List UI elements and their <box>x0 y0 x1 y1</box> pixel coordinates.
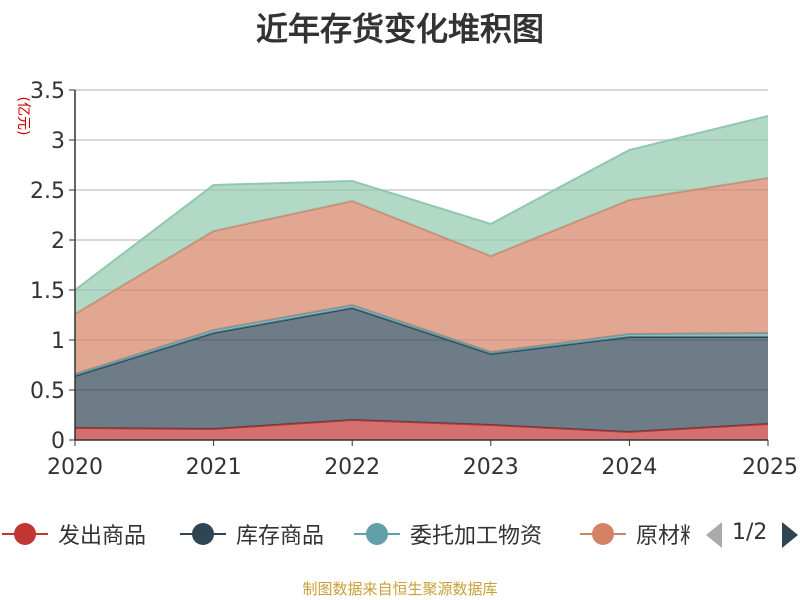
legend: 发出商品 库存商品 委托加工物资 原材料 <box>0 514 690 554</box>
legend-item[interactable]: 委托加工物资 <box>352 514 542 554</box>
chart-title: 近年存货变化堆积图 <box>255 10 544 48</box>
y-tick-label: 0.5 <box>30 379 65 404</box>
legend-label: 委托加工物资 <box>410 524 543 549</box>
pager-next-icon[interactable] <box>782 522 798 548</box>
x-tick-label: 2022 <box>324 455 380 480</box>
source-note: 制图数据来自恒生聚源数据库 <box>302 580 498 598</box>
pager-label: 1/2 <box>732 520 768 545</box>
y-tick-label: 3 <box>51 129 65 154</box>
x-tick-label: 2023 <box>463 455 519 480</box>
area-series-4 <box>75 116 768 314</box>
y-tick-label: 2 <box>51 229 65 254</box>
legend-marker-icon <box>580 523 626 545</box>
series-line-4 <box>74 115 769 291</box>
legend-label: 原材料 <box>636 524 690 549</box>
y-tick-label: 1.5 <box>30 279 65 304</box>
y-tick-label: 0 <box>51 429 65 454</box>
legend-label: 库存商品 <box>236 524 325 549</box>
area-series <box>74 115 769 440</box>
axes: 0 0.5 1 1.5 2 2.5 3 3.5 2020 2021 2022 2023 2024 2025 <box>30 79 798 480</box>
legend-item[interactable]: 库存商品 <box>178 514 324 554</box>
x-tick-label: 2020 <box>47 455 103 480</box>
legend-label: 发出商品 <box>58 524 147 549</box>
legend-pager: 1/2 <box>700 514 800 554</box>
x-tick-label: 2021 <box>186 455 242 480</box>
x-tick-label: 2024 <box>601 455 657 480</box>
legend-marker-icon <box>354 523 400 545</box>
y-axis-unit-label: (亿元) <box>15 97 31 136</box>
y-tick-label: 2.5 <box>30 179 65 204</box>
x-tick-label: 2025 <box>742 455 798 480</box>
y-tick-label: 3.5 <box>30 79 65 104</box>
pager-prev-icon[interactable] <box>706 522 722 548</box>
y-tick-label: 1 <box>51 329 65 354</box>
area-series-0 <box>75 420 768 440</box>
area-series-3 <box>75 178 768 374</box>
area-series-1 <box>75 308 768 432</box>
legend-marker-icon <box>180 523 226 545</box>
legend-item[interactable]: 发出商品 <box>0 514 146 554</box>
legend-item[interactable]: 原材料 <box>578 514 690 554</box>
legend-marker-icon <box>2 523 48 545</box>
